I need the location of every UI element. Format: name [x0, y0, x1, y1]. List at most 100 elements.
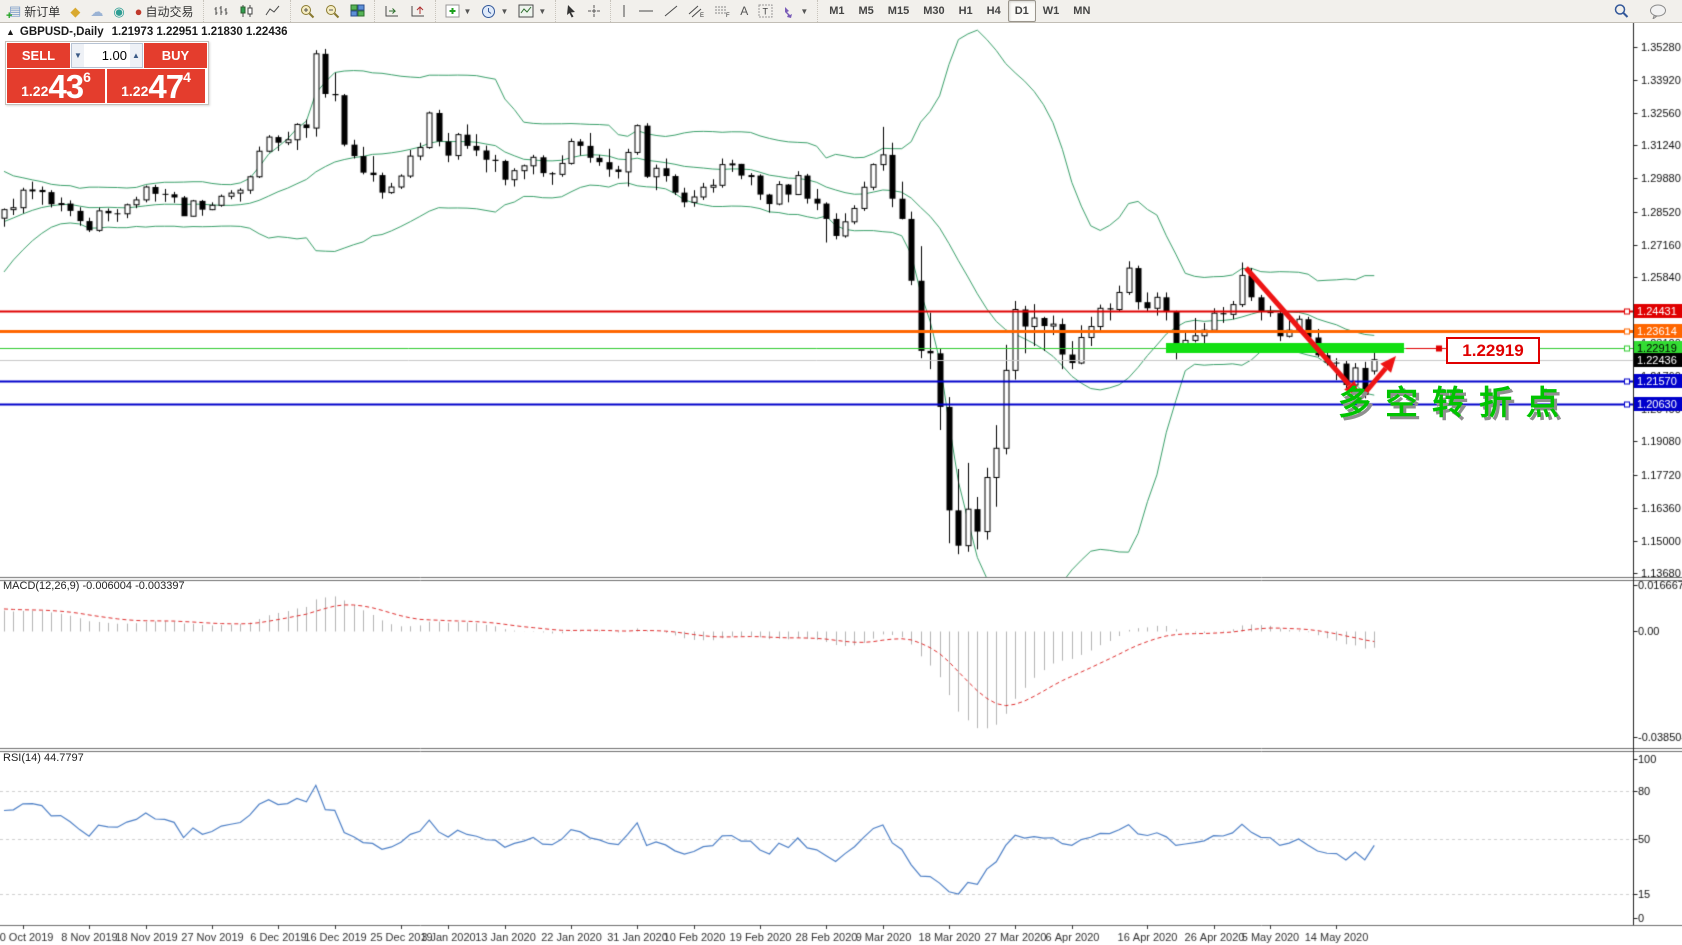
bar-chart-button[interactable]: [208, 0, 234, 22]
chevron-down-icon: ▼: [500, 6, 509, 16]
macd-label: MACD(12,26,9) -0.006004 -0.003397: [3, 580, 185, 592]
candlestick-chart-button[interactable]: [234, 0, 260, 22]
cloud-icon: ☁: [90, 3, 104, 19]
zoom-out-button[interactable]: [320, 0, 345, 22]
turning-point-label[interactable]: 多空转折点: [1338, 384, 1573, 421]
tile-windows-icon: [350, 4, 365, 17]
chevron-down-icon: ▼: [800, 6, 809, 16]
auto-trading-button[interactable]: ● 自动交易: [130, 0, 199, 22]
text-label-icon: T: [758, 4, 773, 18]
auto-trading-icon: ●: [134, 3, 143, 19]
tf-h1-button[interactable]: H1: [958, 5, 973, 17]
equidistant-channel-icon: E: [688, 5, 704, 18]
tf-m30-button[interactable]: M30: [923, 5, 945, 17]
toolbar-right-icons: [1608, 0, 1682, 22]
buy-price-big: 47: [148, 68, 184, 105]
vertical-line-icon: [623, 5, 625, 17]
zoom-in-button[interactable]: [295, 0, 320, 22]
trendline-icon: [664, 5, 678, 17]
horizontal-line-button[interactable]: [633, 0, 659, 22]
text-label-button[interactable]: T: [753, 0, 778, 22]
tf-m1-button[interactable]: M1: [829, 5, 845, 17]
zoom-out-icon: [325, 4, 339, 18]
scroll-group: [373, 0, 435, 22]
cursor-button[interactable]: [560, 0, 582, 22]
tf-h4-button[interactable]: H4: [986, 5, 1001, 17]
zoom-in-icon: [300, 4, 314, 18]
zoom-group: [289, 0, 374, 22]
indicators-button[interactable]: ▼: [440, 0, 477, 22]
buy-button[interactable]: BUY: [144, 43, 207, 68]
buy-price[interactable]: 1.22 47 4: [107, 69, 205, 103]
volume-down-button[interactable]: ▼: [72, 44, 84, 67]
new-order-button[interactable]: ▤ + 新订单: [4, 0, 65, 22]
collapse-icon[interactable]: ▲: [6, 27, 15, 37]
trendline-button[interactable]: [659, 0, 683, 22]
vertical-line-button[interactable]: [615, 0, 633, 22]
quotes-button[interactable]: ◆: [65, 0, 85, 22]
sell-price-big: 43: [48, 68, 84, 105]
signal-button[interactable]: ◉: [108, 0, 129, 22]
candlestick-chart-icon: [240, 5, 253, 17]
tf-mn-button[interactable]: MN: [1073, 5, 1091, 17]
buy-price-sup: 4: [183, 69, 191, 85]
rsi-label: RSI(14) 44.7797: [3, 752, 84, 764]
crosshair-button[interactable]: [582, 0, 606, 22]
sell-price[interactable]: 1.22 43 6: [7, 69, 105, 103]
chat-button[interactable]: [1644, 0, 1672, 22]
remote-button[interactable]: ☁: [85, 0, 108, 22]
svg-text:F: F: [726, 13, 730, 18]
horizontal-line-icon: [639, 10, 654, 12]
chevron-down-icon: ▼: [538, 6, 547, 16]
tag-icon: ◆: [70, 3, 81, 19]
price-callout[interactable]: 1.22919: [1446, 337, 1540, 364]
crosshair-icon: [588, 5, 601, 17]
volume-stepper: ▼ ▲: [71, 43, 143, 68]
arrows-button[interactable]: ▼: [778, 0, 813, 22]
auto-scroll-icon: [385, 6, 398, 17]
new-order-icon: ▤ +: [6, 3, 22, 22]
tile-windows-button[interactable]: [345, 0, 370, 22]
svg-text:E: E: [700, 13, 704, 18]
line-chart-icon: [265, 5, 279, 16]
cursor-icon: [567, 5, 576, 18]
chart-shift-button[interactable]: [405, 0, 431, 22]
tf-m15-button[interactable]: M15: [887, 5, 910, 17]
chat-icon: [1650, 4, 1666, 19]
indicators-icon: [445, 4, 460, 18]
chart-shift-icon: [411, 6, 424, 17]
text-button[interactable]: A: [735, 0, 753, 22]
volume-input[interactable]: [84, 44, 130, 67]
periods-button[interactable]: ▼: [476, 0, 513, 22]
arrow-objects-icon: [785, 6, 793, 18]
channel-button[interactable]: E: [683, 0, 709, 22]
fibonacci-button[interactable]: F: [709, 0, 735, 22]
standard-toolbar-group: ▤ + 新订单 ◆ ☁ ◉ ● 自动交易: [0, 0, 203, 22]
ohlc-values: 1.21973 1.22951 1.21830 1.22436: [111, 26, 288, 38]
tf-w1-button[interactable]: W1: [1042, 5, 1060, 17]
sell-price-sup: 6: [83, 69, 91, 85]
search-button[interactable]: [1608, 0, 1634, 22]
chart-type-group: [202, 0, 290, 22]
auto-scroll-button[interactable]: [379, 0, 405, 22]
signal-icon: ◉: [113, 3, 125, 19]
tf-d1-button[interactable]: D1: [1007, 0, 1036, 22]
tf-m5-button[interactable]: M5: [858, 5, 874, 17]
chevron-down-icon: ▼: [463, 6, 472, 16]
timeframes-group: M1 M5 M15 M30 H1 H4 D1 W1 MN: [817, 0, 1101, 22]
volume-up-button[interactable]: ▲: [130, 44, 142, 67]
template-icon: [518, 4, 534, 18]
line-chart-button[interactable]: [260, 0, 286, 22]
sell-button[interactable]: SELL: [7, 43, 70, 68]
auto-trading-label: 自动交易: [145, 4, 194, 19]
chart-title: ▲ GBPUSD-,Daily 1.21973 1.22951 1.21830 1.…: [6, 26, 288, 38]
svg-text:T: T: [763, 7, 769, 17]
objects-group: E F A T ▼: [610, 0, 817, 22]
templates-button[interactable]: ▼: [513, 0, 551, 22]
cursor-group: [555, 0, 610, 22]
sell-price-small: 1.22: [21, 83, 49, 99]
fibonacci-icon: F: [715, 6, 730, 18]
